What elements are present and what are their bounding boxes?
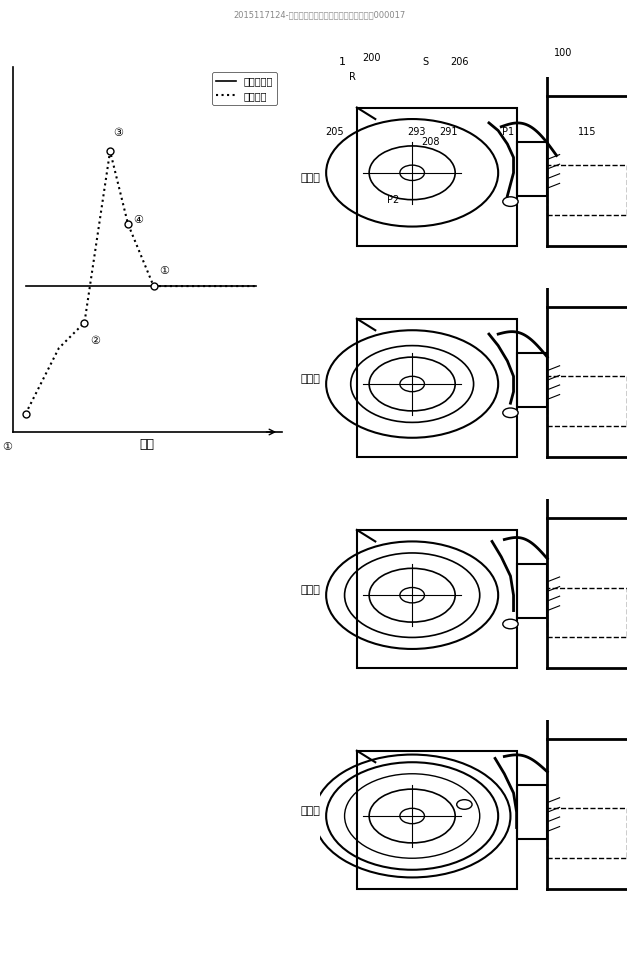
Bar [357,751,516,889]
Circle shape [457,800,472,809]
Circle shape [400,588,424,603]
Text: ④: ④ [133,215,143,226]
Text: S: S [422,58,429,67]
Bar [547,808,627,858]
Circle shape [400,376,424,392]
Text: ①: ① [159,267,169,276]
Bar [547,165,627,215]
Text: 200: 200 [362,53,380,62]
Circle shape [503,408,518,418]
Bar [357,530,516,668]
Text: ③: ③ [113,128,123,138]
Text: 206: 206 [451,58,468,67]
Text: （２）: （２） [300,374,320,384]
Circle shape [503,619,518,629]
Text: ②: ② [90,336,100,346]
Bar [516,785,547,839]
Bar [516,142,547,196]
Text: 205: 205 [325,128,344,137]
Text: P2: P2 [387,195,400,204]
Circle shape [503,197,518,206]
Bar [516,564,547,618]
Text: 293: 293 [408,128,426,137]
Text: 100: 100 [554,48,572,58]
Legend: 紙送り速度, 巻取速度: 紙送り速度, 巻取速度 [212,72,276,105]
X-axis label: 時間: 時間 [140,438,155,450]
Text: （１）: （１） [300,173,320,182]
Text: P1: P1 [502,128,514,137]
Text: 208: 208 [421,137,439,147]
Circle shape [400,165,424,180]
Text: 2015117124-巻取装置および印刷巻取システム　図000017: 2015117124-巻取装置および印刷巻取システム 図000017 [234,10,406,19]
Text: （３）: （３） [300,586,320,595]
Bar [516,353,547,407]
Text: （４）: （４） [300,806,320,816]
Text: ①: ① [3,442,13,451]
Bar [547,588,627,637]
Bar [357,319,516,457]
Text: 291: 291 [439,128,457,137]
Circle shape [400,808,424,824]
Text: 115: 115 [579,128,596,137]
Bar [357,108,516,246]
Text: 1: 1 [339,58,346,67]
Bar [547,376,627,426]
Text: R: R [349,72,355,82]
